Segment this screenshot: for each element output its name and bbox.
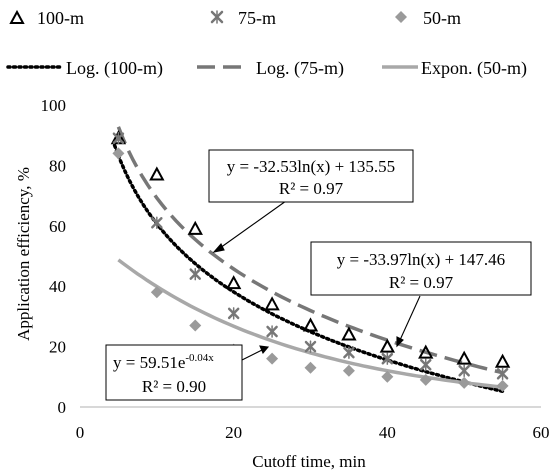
- y-tick-label: 80: [49, 156, 66, 175]
- x-tick-label: 40: [379, 423, 396, 442]
- data-point-75-m: [266, 325, 278, 338]
- data-point-50-m: [419, 373, 432, 386]
- data-point-100-m: [341, 326, 357, 341]
- y-axis-label: Application efficiency, %: [14, 167, 33, 341]
- y-tick-label: 40: [49, 277, 66, 296]
- legend-label-expon-50m: Expon. (50-m): [421, 58, 527, 79]
- data-point-50-m: [266, 352, 279, 365]
- equation-arrows: [212, 195, 421, 363]
- r2-75m: R² = 0.97: [389, 273, 454, 292]
- data-point-50-m: [112, 147, 125, 160]
- data-point-50-m: [381, 370, 394, 383]
- data-point-50-m: [496, 379, 509, 392]
- data-point-100-m: [302, 317, 319, 332]
- equation-50m-base: y = 59.51e: [113, 353, 185, 372]
- data-point-100-m: [494, 353, 511, 368]
- equation-box-100m: y = -32.53ln(x) + 135.55 R² = 0.97: [208, 149, 414, 203]
- y-tick-label: 20: [49, 338, 66, 357]
- data-point-50-m: [458, 376, 471, 389]
- legend-label-75m: 75-m: [238, 8, 276, 28]
- data-point-100-m: [418, 344, 434, 359]
- equation-box-50m: y = 59.51e-0.04x R² = 0.90: [105, 344, 243, 401]
- y-tick-label: 60: [49, 217, 66, 236]
- data-point-75-m: [227, 307, 240, 320]
- r2-100m: R² = 0.97: [279, 179, 344, 198]
- equation-100m: y = -32.53ln(x) + 135.55: [227, 157, 395, 176]
- data-point-100-m: [225, 275, 242, 290]
- y-tick-label: 0: [58, 398, 67, 417]
- legend-item-log-75m: Log. (75-m): [197, 58, 344, 79]
- arrowhead-50m: [259, 345, 270, 355]
- data-point-75-m: [343, 346, 355, 359]
- data-points: [110, 130, 511, 392]
- legend-item-100m: 100-m: [9, 8, 84, 28]
- legend-marker-75m: [210, 10, 224, 24]
- data-point-50-m: [342, 364, 355, 377]
- legend-label-50m: 50-m: [423, 8, 461, 28]
- equation-50m-exponent: -0.04x: [185, 352, 214, 364]
- r2-50m: R² = 0.90: [142, 377, 206, 396]
- x-tick-label: 20: [225, 423, 242, 442]
- axes: 0 20 40 60 0 20 40 60 80 100 Cutoff time, min Ap…: [14, 96, 550, 471]
- legend-marker-50m: [395, 11, 407, 23]
- legend-marker-100m: [9, 9, 25, 24]
- legend: 100-m 75-m 50-m Log. (100-m) Log. (75-m)…: [6, 8, 527, 79]
- data-point-50-m: [304, 361, 317, 374]
- data-point-50-m: [189, 319, 202, 332]
- data-point-75-m: [112, 131, 125, 145]
- data-point-100-m: [264, 296, 280, 311]
- data-point-75-m: [420, 358, 432, 371]
- data-point-75-m: [496, 367, 509, 381]
- x-tick-label: 60: [533, 423, 550, 442]
- equation-box-75m: y = -33.97ln(x) + 147.46 R² = 0.97: [310, 241, 532, 296]
- y-tick-label: 100: [41, 96, 67, 115]
- y-tick-labels: 0 20 40 60 80 100: [41, 96, 67, 417]
- data-point-75-m: [189, 267, 201, 281]
- legend-label-100m: 100-m: [37, 8, 84, 28]
- data-point-100-m: [379, 338, 396, 353]
- legend-label-log-100m: Log. (100-m): [66, 58, 163, 79]
- arrowhead-75m: [396, 336, 404, 348]
- data-point-100-m: [187, 220, 203, 235]
- trendline-2: [117, 258, 503, 389]
- data-point-75-m: [304, 340, 317, 353]
- equation-50m: y = 59.51e-0.04x: [113, 352, 214, 372]
- arrow-75m: [399, 295, 421, 341]
- legend-item-expon-50m: Expon. (50-m): [382, 58, 527, 79]
- data-point-100-m: [149, 166, 165, 181]
- data-point-100-m: [456, 350, 472, 365]
- trendline-1: [116, 126, 504, 375]
- equation-75m: y = -33.97ln(x) + 147.46: [337, 250, 505, 269]
- data-point-75-m: [458, 364, 470, 378]
- arrow-100m: [219, 195, 294, 249]
- data-point-50-m: [150, 286, 163, 299]
- x-tick-labels: 0 20 40 60: [76, 423, 550, 442]
- x-axis-label: Cutoff time, min: [252, 452, 366, 471]
- x-tick-label: 0: [76, 423, 85, 442]
- arrowhead-100m: [212, 243, 225, 253]
- data-point-75-m: [151, 216, 163, 230]
- legend-item-75m: 75-m: [210, 8, 276, 28]
- legend-item-log-100m: Log. (100-m): [6, 58, 163, 79]
- legend-item-50m: 50-m: [395, 8, 461, 28]
- data-point-75-m: [381, 352, 394, 365]
- legend-label-log-75m: Log. (75-m): [256, 58, 344, 79]
